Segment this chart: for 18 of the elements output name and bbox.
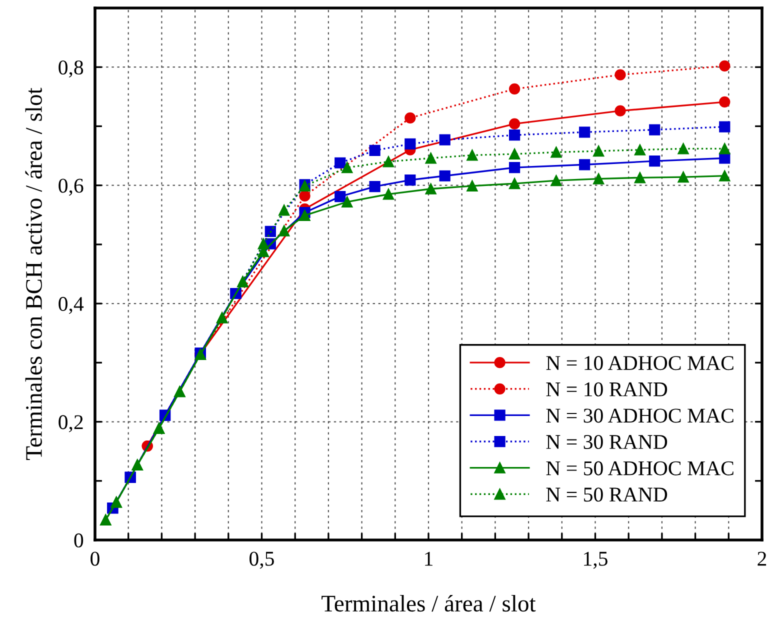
y-axis-title: Terminales con BCH activo / área / slot bbox=[25, 88, 42, 460]
legend-label: N = 30 RAND bbox=[546, 434, 668, 450]
y-tick-label: 0,8 bbox=[58, 60, 84, 78]
x-axis-title: Terminales / área / slot bbox=[322, 594, 536, 612]
x-tick-label: 0 bbox=[90, 552, 100, 566]
legend-label: N = 30 ADHOC MAC bbox=[546, 408, 734, 423]
x-tick-label: 0,5 bbox=[250, 552, 274, 569]
x-tick-label: 2 bbox=[758, 552, 766, 566]
x-tick-label: 1,5 bbox=[584, 552, 608, 569]
legend-label: N = 50 ADHOC MAC bbox=[546, 461, 734, 476]
legend-label: N = 50 RAND bbox=[546, 488, 668, 502]
x-tick-label: 1 bbox=[425, 552, 432, 566]
legend-label: N = 10 ADHOC MAC bbox=[546, 356, 734, 370]
y-tick-label: 0,6 bbox=[58, 178, 84, 196]
y-tick-label: 0,4 bbox=[58, 296, 84, 314]
y-tick-label: 0 bbox=[74, 533, 84, 548]
y-tick-label: 0,2 bbox=[58, 415, 83, 432]
legend-label: N = 10 RAND bbox=[546, 382, 668, 396]
